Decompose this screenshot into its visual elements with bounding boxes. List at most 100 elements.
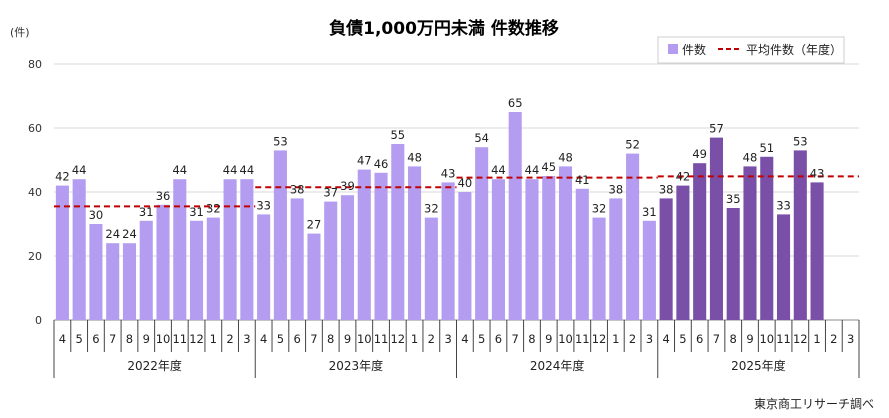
data-label: 36	[156, 189, 171, 203]
data-label: 40	[458, 176, 473, 190]
x-tick-label: 5	[478, 332, 485, 346]
data-label: 33	[256, 198, 271, 212]
data-label: 44	[223, 163, 238, 177]
bar	[726, 208, 740, 320]
legend-line-label: 平均件数（年度）	[746, 42, 842, 57]
data-label: 39	[340, 179, 355, 193]
x-tick-label: 1	[612, 332, 619, 346]
bar	[558, 166, 573, 320]
bar	[609, 198, 623, 320]
legend-bar-label: 件数	[682, 42, 706, 57]
data-label: 65	[508, 96, 523, 110]
bar	[475, 147, 489, 320]
x-tick-label: 1	[813, 332, 820, 346]
bar	[441, 182, 455, 320]
data-label: 53	[273, 134, 288, 148]
x-tick-label: 5	[277, 332, 284, 346]
bar	[122, 243, 137, 320]
data-label: 32	[424, 202, 439, 216]
y-axis: 0 20 40 60 80	[28, 58, 42, 327]
x-tick-label: 2	[428, 332, 435, 346]
data-label: 43	[441, 166, 456, 180]
data-label: 44	[525, 163, 540, 177]
bar	[508, 112, 522, 320]
data-label: 41	[575, 173, 590, 187]
bar	[307, 233, 321, 320]
x-tick-label: 12	[592, 332, 607, 346]
bar	[273, 150, 287, 320]
data-label: 38	[609, 182, 624, 196]
x-tick-label: 2	[226, 332, 233, 346]
data-label: 31	[139, 205, 154, 219]
data-label: 44	[491, 163, 506, 177]
bar	[693, 163, 707, 320]
x-tick-label: 8	[126, 332, 133, 346]
x-tick-label: 9	[746, 332, 753, 346]
data-label: 35	[726, 192, 741, 206]
bar	[89, 224, 103, 320]
x-tick-label: 4	[59, 332, 66, 346]
data-label: 24	[105, 227, 120, 241]
x-tick-label: 4	[260, 332, 267, 346]
bar	[156, 204, 170, 320]
data-label: 54	[474, 131, 489, 145]
x-tick-label: 3	[444, 332, 451, 346]
x-tick-label: 12	[390, 332, 405, 346]
x-tick-label: 7	[713, 332, 720, 346]
data-label: 51	[759, 141, 774, 155]
legend-box	[657, 36, 845, 64]
y-axis-unit: (件)	[10, 26, 30, 39]
data-label: 44	[172, 163, 187, 177]
data-label: 44	[72, 163, 87, 177]
data-label: 32	[206, 202, 221, 216]
data-label: 57	[709, 122, 724, 136]
x-tick-label: 6	[495, 332, 502, 346]
x-tick-label: 2	[629, 332, 636, 346]
data-label: 42	[55, 170, 70, 184]
bar	[290, 198, 304, 320]
data-label: 43	[810, 166, 825, 180]
bar	[408, 166, 422, 320]
x-tick-label: 1	[411, 332, 418, 346]
x-tick-label: 11	[575, 332, 590, 346]
x-tick-label: 9	[344, 332, 351, 346]
y-tick-label: 0	[35, 314, 42, 327]
bar	[374, 172, 388, 320]
bar	[206, 217, 220, 320]
x-tick-label: 6	[696, 332, 703, 346]
data-label: 32	[592, 202, 607, 216]
x-tick-label: 7	[512, 332, 519, 346]
x-tick-label: 10	[156, 332, 171, 346]
bar	[340, 195, 355, 320]
x-tick-label: 3	[646, 332, 653, 346]
bar	[793, 150, 807, 320]
bar	[106, 243, 120, 320]
data-label: 27	[307, 218, 322, 232]
data-label: 55	[390, 128, 405, 142]
bar	[810, 182, 824, 320]
data-label: 31	[189, 205, 204, 219]
data-label: 48	[558, 150, 573, 164]
x-tick-label: 12	[793, 332, 808, 346]
x-tick-label: 2	[830, 332, 837, 346]
x-tick-label: 12	[189, 332, 204, 346]
x-tick-label: 3	[847, 332, 854, 346]
x-tick-label: 9	[545, 332, 552, 346]
x-tick-label: 10	[759, 332, 774, 346]
data-label: 47	[357, 154, 372, 168]
data-label: 31	[642, 205, 657, 219]
bar	[542, 176, 556, 320]
bar	[324, 201, 338, 320]
bar	[55, 185, 69, 320]
data-label: 44	[240, 163, 255, 177]
bar	[709, 137, 723, 320]
legend-bar-swatch	[668, 44, 678, 54]
legend: 件数 平均件数（年度）	[657, 36, 845, 64]
bar	[575, 188, 589, 320]
x-tick-label: 5	[679, 332, 686, 346]
fiscal-year-label: 2025年度	[731, 358, 786, 373]
fiscal-year-label: 2022年度	[127, 358, 182, 373]
bar	[223, 179, 237, 320]
